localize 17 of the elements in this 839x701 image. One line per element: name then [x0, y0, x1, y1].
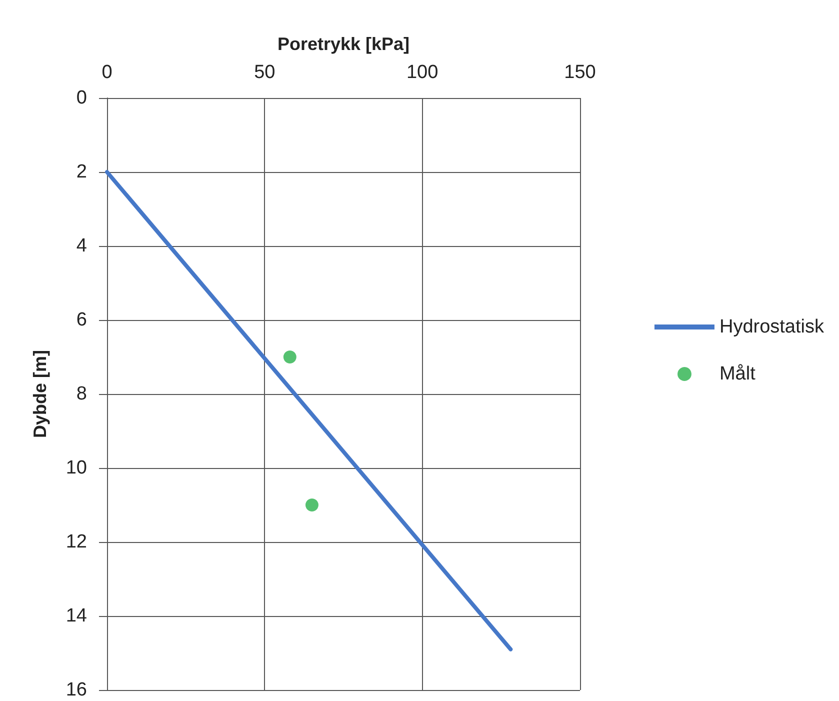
y-tick-label: 14 [66, 606, 88, 626]
y-tick-label: 16 [66, 680, 87, 700]
y-tick-label: 2 [76, 162, 87, 182]
x-tick-label: 0 [102, 62, 112, 83]
x-tick-label: 150 [564, 62, 596, 83]
x-tick-label: 50 [254, 62, 276, 83]
y-tick-label: 8 [76, 384, 87, 404]
y-tick-label: 6 [76, 310, 87, 330]
legend-label: Hydrostatisk [719, 316, 824, 338]
y-tick-label: 12 [66, 532, 87, 552]
y-axis-title: Dybde [m] [30, 350, 50, 438]
y-tick-label: 4 [76, 236, 88, 256]
x-axis-title: Poretrykk [kPa] [277, 34, 410, 54]
y-tick-label: 0 [76, 88, 87, 108]
x-tick-label: 100 [406, 62, 438, 83]
legend-label: Målt [719, 364, 756, 384]
y-tick-label: 10 [66, 458, 87, 478]
